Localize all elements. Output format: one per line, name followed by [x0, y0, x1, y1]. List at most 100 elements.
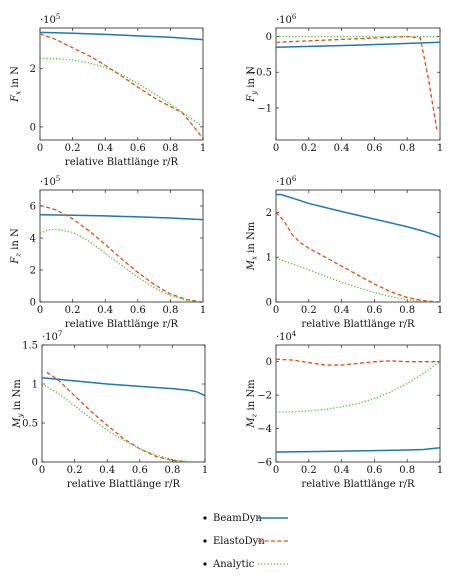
x-tick-label: 0: [39, 465, 45, 476]
x-tick-label: 0.2: [301, 143, 317, 154]
x-tick-label: 1: [200, 143, 206, 154]
y-axis-exponent: ·105: [40, 13, 60, 26]
subplot-5: 0 0.2 0.4 0.6 0.8 1 0 0.5 1 1.5 ·107 relative Blatt…: [12, 330, 208, 490]
series-beamdyn: [276, 41, 440, 49]
y-tick-label: 4: [30, 234, 36, 245]
series-beamdyn: [276, 447, 440, 453]
y-axis-exponent: ·106: [276, 175, 297, 188]
x-tick-label: 0.4: [97, 305, 113, 316]
series-elastodyn: [46, 371, 205, 462]
x-tick-label: 0.2: [301, 305, 317, 316]
x-tick-label: 1: [437, 305, 443, 316]
y-axis-exponent: ·104: [276, 330, 297, 343]
x-tick-label: 0.8: [162, 143, 178, 154]
legend-item-beamdyn: BeamDyn: [203, 513, 288, 524]
y-axis-label: Mz in Nm: [246, 379, 259, 429]
y-tick-label: 1: [32, 380, 38, 391]
y-axis-label: My in Nm: [12, 379, 25, 429]
y-tick-label: −4: [257, 424, 272, 435]
y-tick-label: 0: [266, 32, 272, 43]
legend-bullet: [203, 539, 207, 543]
subplot-4: 0 0.2 0.4 0.6 0.8 1 0 1 2 ·106 relative Blattlänge…: [246, 175, 443, 330]
y-tick-label: 0: [266, 298, 272, 309]
x-tick-label: 0.8: [399, 465, 415, 476]
y-tick-label: 2: [30, 64, 36, 75]
x-tick-label: 1: [200, 305, 206, 316]
x-tick-label: 0.2: [65, 143, 81, 154]
legend-item-analytic: Analytic: [203, 559, 288, 570]
x-tick-label: 0.8: [399, 305, 415, 316]
legend-label: BeamDyn: [213, 513, 262, 524]
axes-frame: [39, 27, 204, 141]
axes-frame: [275, 189, 441, 303]
subplot-3: 0 0.2 0.4 0.6 0.8 1 0 2 4 6 ·105 relative Blattläng…: [10, 175, 206, 330]
legend-label: Analytic: [212, 559, 255, 570]
series-beamdyn: [42, 377, 205, 397]
y-tick-label: 0: [266, 357, 272, 368]
x-tick-label: 0: [273, 305, 279, 316]
x-tick-label: 0: [37, 143, 43, 154]
series-beamdyn: [276, 193, 440, 238]
x-tick-label: 0.6: [130, 305, 146, 316]
legend-item-elastodyn: ElastoDyn: [203, 536, 288, 547]
y-axis-label: Mx in Nm: [246, 221, 259, 271]
series-analytic: [40, 57, 203, 128]
y-tick-label: 1: [266, 253, 272, 264]
y-tick-label: −6: [257, 458, 272, 469]
y-axis-exponent: ·106: [276, 13, 297, 26]
axes-frame: [275, 27, 441, 141]
y-tick-label: −2: [257, 391, 272, 402]
series-beamdyn: [40, 214, 203, 221]
legend-label: ElastoDyn: [213, 536, 265, 547]
x-tick-label: 1: [437, 465, 443, 476]
series-analytic: [42, 383, 205, 462]
series-analytic: [40, 228, 203, 302]
x-tick-label: 0.4: [99, 465, 115, 476]
y-axis-label: Fz in N: [10, 228, 23, 265]
subplot-1: 0 0.2 0.4 0.6 0.8 1 0 2 ·105 relative Blattlänge …: [10, 13, 206, 168]
x-tick-label: 1: [437, 143, 443, 154]
x-tick-label: 0.8: [164, 465, 180, 476]
y-axis-exponent: ·107: [42, 330, 62, 343]
x-axis-label: relative Blattlänge r/R: [301, 479, 415, 490]
x-tick-label: 0: [273, 143, 279, 154]
x-tick-label: 0.2: [301, 465, 317, 476]
subplot-2: 0 0.2 0.4 0.6 0.8 1 0 −0.5 −1 ·106 Fy in N: [246, 13, 443, 154]
y-axis-exponent: ·105: [40, 175, 60, 188]
x-tick-label: 0.6: [130, 143, 146, 154]
x-tick-label: 0.4: [334, 143, 350, 154]
x-axis-label: relative Blattlänge r/R: [65, 157, 179, 168]
legend-bullet: [203, 516, 207, 520]
subplot-grid: 0 0.2 0.4 0.6 0.8 1 0 2 ·105 relative Blattlänge …: [10, 13, 443, 490]
x-axis-label: relative Blattlänge r/R: [301, 319, 415, 330]
x-tick-label: 0.4: [334, 465, 350, 476]
x-tick-label: 0: [37, 305, 43, 316]
series-elastodyn: [40, 33, 203, 139]
x-tick-label: 0.2: [65, 305, 81, 316]
series-analytic: [276, 361, 440, 413]
axes-frame: [275, 344, 441, 463]
y-tick-label: 2: [266, 208, 272, 219]
series-elastodyn: [276, 35, 438, 130]
x-tick-label: 0.6: [132, 465, 148, 476]
axes-frame: [39, 189, 204, 303]
x-tick-label: 0: [273, 465, 279, 476]
y-tick-label: 0.5: [22, 419, 38, 430]
y-tick-label: −1: [257, 103, 272, 114]
axes-frame: [41, 344, 206, 463]
y-axis-label: Fx in N: [10, 66, 23, 103]
y-tick-label: 0: [32, 458, 38, 469]
y-tick-label: −0.5: [248, 68, 272, 79]
y-tick-label: 1.5: [22, 341, 38, 352]
x-axis-label: relative Blattlänge r/R: [65, 319, 179, 330]
x-axis-label: relative Blattlänge r/R: [67, 479, 181, 490]
series-elastodyn: [40, 204, 203, 302]
x-tick-label: 0.8: [399, 143, 415, 154]
x-tick-label: 0.6: [366, 143, 382, 154]
legend-bullet: [203, 562, 207, 566]
x-tick-label: 0.4: [334, 305, 350, 316]
subplot-6: 0 0.2 0.4 0.6 0.8 1 0 −2 −4 −6 ·104 relative Blattl…: [246, 330, 443, 490]
series-elastodyn: [276, 358, 440, 366]
y-axis-label: Fy in N: [246, 66, 259, 103]
